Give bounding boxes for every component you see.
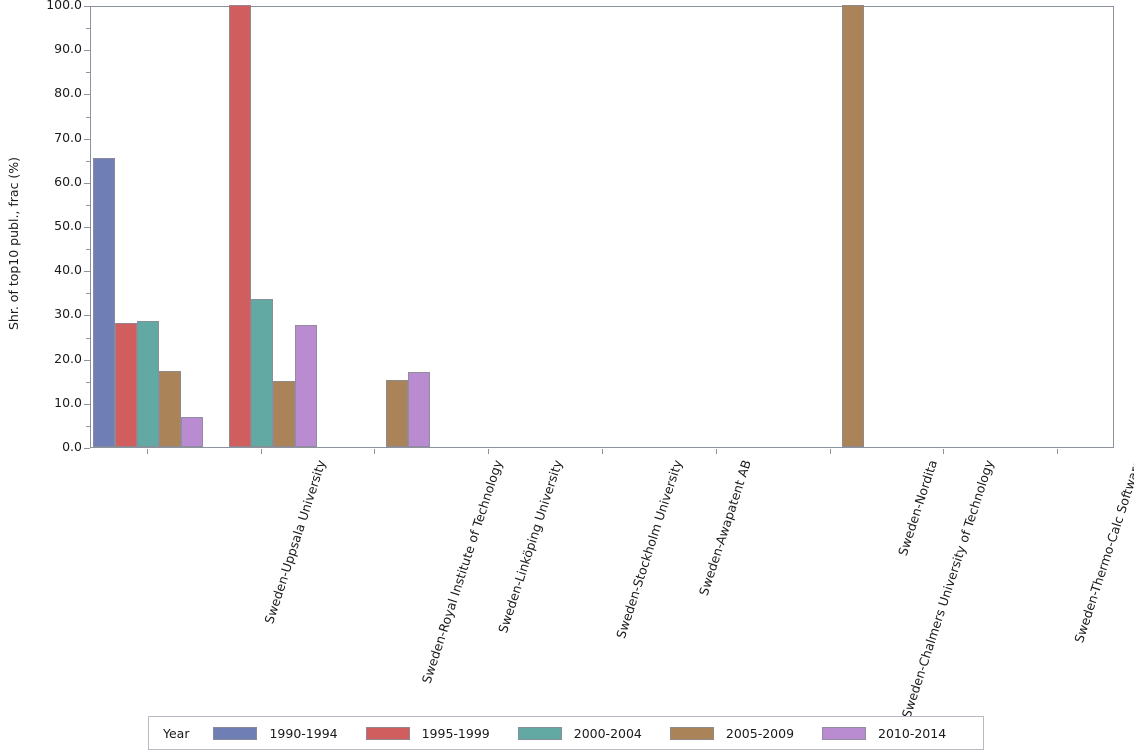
y-tick-mark (84, 6, 90, 7)
y-tick-label: 60.0 (54, 173, 82, 189)
bar (294, 325, 317, 447)
y-tick-label: 40.0 (54, 262, 82, 278)
bar (228, 5, 251, 447)
y-tick-mark (84, 448, 90, 449)
y-tick-mark (84, 182, 90, 184)
y-tick-mark (84, 50, 90, 52)
x-tick-mark (1057, 449, 1059, 454)
bar (158, 370, 181, 447)
y-tick-label: 80.0 (54, 85, 82, 101)
y-tick-label: 30.0 (54, 306, 82, 322)
x-tick-mark (260, 449, 262, 454)
y-tick-label: 10.0 (54, 394, 82, 410)
x-tick-mark (829, 449, 831, 454)
bar (250, 298, 273, 447)
plot-area (90, 5, 1114, 448)
legend-entry[interactable]: 1990-1994 (213, 725, 338, 741)
legend-swatch (822, 726, 867, 740)
x-tick-mark (943, 449, 945, 454)
y-tick-mark (84, 403, 90, 405)
y-tick-mark (84, 271, 90, 273)
bar (841, 5, 864, 447)
bar (272, 381, 295, 447)
legend-title: Year (163, 725, 190, 741)
bar (92, 157, 115, 447)
y-tick-label: 100.0 (46, 0, 82, 12)
legend-swatch (365, 726, 410, 740)
y-tick-mark (84, 359, 90, 361)
y-tick-label: 90.0 (54, 41, 82, 57)
x-tick-mark (146, 449, 148, 454)
y-tick-mark (84, 227, 90, 228)
legend-label: 1990-1994 (269, 725, 338, 741)
y-minor-tick-mark (86, 72, 90, 74)
y-tick-label: 0.0 (62, 439, 82, 454)
x-tick-mark (374, 449, 376, 454)
y-minor-tick-mark (86, 28, 90, 30)
legend-label: 2010-2014 (878, 725, 947, 741)
legend-entry[interactable]: 2010-2014 (822, 726, 946, 741)
y-minor-tick-mark (86, 204, 90, 206)
bar (114, 323, 137, 447)
legend-entries: 1990-1994 1995-1999 2000-2004 2005-2009 2010… (213, 726, 974, 741)
x-tick-label: Sweden-Thermo-Calc Software (1071, 458, 1134, 645)
bar (136, 321, 159, 447)
legend-swatch (517, 726, 562, 740)
legend-label: 2000-2004 (573, 725, 642, 741)
legend-swatch (213, 726, 258, 740)
bar (408, 372, 431, 447)
legend-entry[interactable]: 2005-2009 (669, 725, 795, 741)
x-tick-mark (602, 449, 603, 454)
legend-entry[interactable]: 2000-2004 (517, 725, 642, 741)
legend-label: 2005-2009 (725, 725, 795, 741)
y-tick-mark (84, 94, 90, 96)
y-tick-label: 50.0 (54, 218, 82, 233)
x-tick-label: Sweden-Nordita (894, 458, 940, 558)
x-tick-label: Sweden-Uppsala University (261, 458, 329, 626)
x-tick-mark (715, 449, 717, 454)
y-tick-mark (84, 315, 90, 317)
legend-swatch (669, 726, 714, 740)
y-minor-tick-mark (86, 116, 90, 118)
y-minor-tick-mark (86, 381, 90, 383)
x-tick-label: Sweden-Linköping University (495, 458, 566, 635)
x-tick-label: Sweden-Awapatent AB (695, 458, 754, 598)
y-minor-tick-mark (86, 425, 90, 427)
y-minor-tick-mark (86, 249, 90, 251)
y-minor-tick-mark (86, 337, 90, 339)
y-tick-mark (84, 138, 90, 140)
legend-entry[interactable]: 1995-1999 (365, 725, 490, 741)
y-minor-tick-mark (86, 160, 90, 162)
x-tick-label: Sweden-Royal Institute of Technology (418, 458, 506, 686)
bar (180, 417, 203, 447)
y-tick-label: 20.0 (54, 350, 82, 366)
y-minor-tick-mark (86, 293, 90, 295)
x-tick-label: Sweden-Stockholm University (613, 458, 686, 641)
bar (386, 380, 409, 447)
legend: Year 1990-1994 1995-1999 2000-2004 2005-200… (148, 716, 984, 750)
x-tick-mark (488, 449, 490, 454)
y-tick-label: 70.0 (54, 129, 82, 145)
legend-label: 1995-1999 (421, 725, 490, 741)
